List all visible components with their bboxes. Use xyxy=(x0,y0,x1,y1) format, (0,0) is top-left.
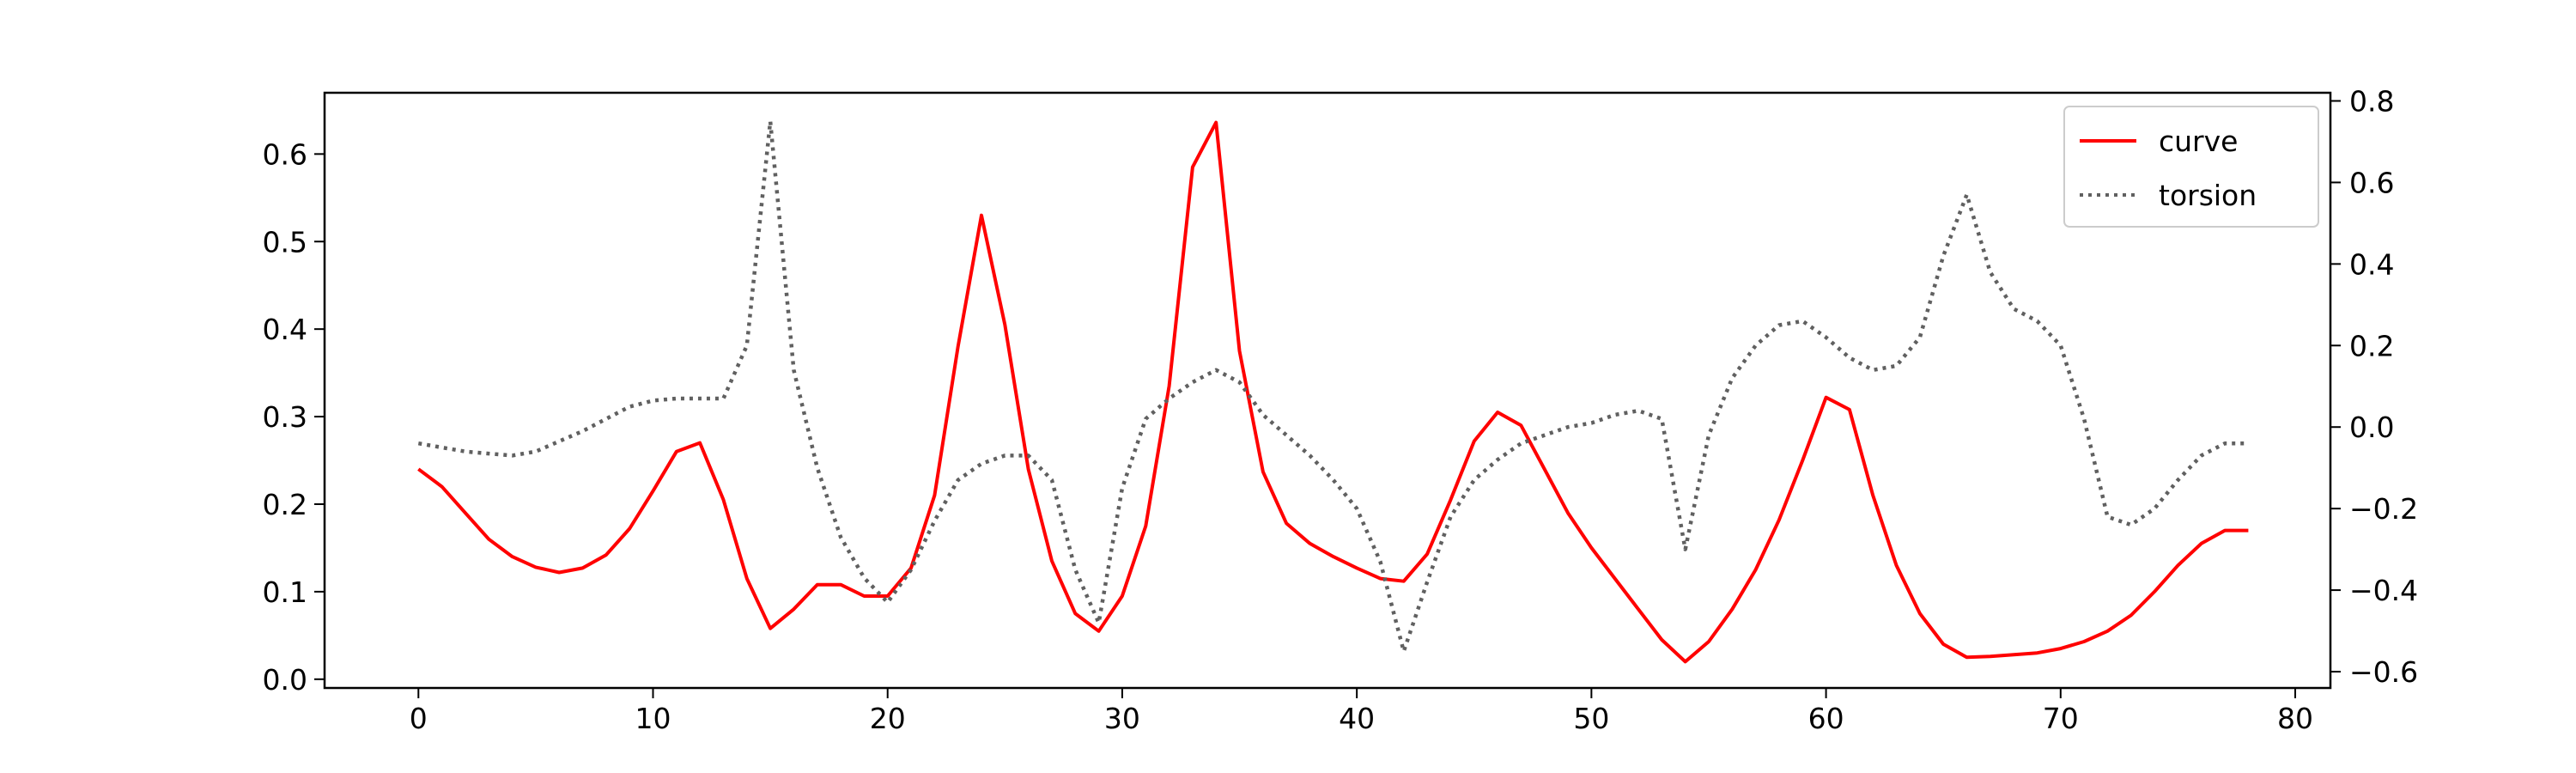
y-left-tick-label: 0.3 xyxy=(263,400,307,434)
y-right-tick-label: 0.2 xyxy=(2349,329,2394,362)
y-left-tick-label: 0.0 xyxy=(263,663,307,697)
legend-box xyxy=(2063,106,2319,228)
plot-lines xyxy=(417,119,2249,664)
y-left-tick-label: 0.1 xyxy=(263,575,307,609)
x-tick-label: 10 xyxy=(635,702,671,735)
y-right-tick-label: 0.8 xyxy=(2349,84,2394,118)
series-line-curve xyxy=(417,120,2249,664)
y-right-tick-label: −0.2 xyxy=(2349,492,2418,526)
y-left-tick-label: 0.2 xyxy=(263,488,307,521)
x-tick-label: 80 xyxy=(2277,702,2313,735)
x-tick-label: 30 xyxy=(1104,702,1140,735)
y-right-tick-label: −0.4 xyxy=(2349,574,2418,607)
x-tick-label: 20 xyxy=(870,702,906,735)
y-left-tick-label: 0.5 xyxy=(263,225,307,259)
y-left-tick-label: 0.4 xyxy=(263,313,307,346)
x-tick-label: 0 xyxy=(410,702,428,735)
x-tick-label: 40 xyxy=(1339,702,1375,735)
x-tick-label: 60 xyxy=(1808,702,1844,735)
y-right-tick-label: 0.6 xyxy=(2349,166,2394,199)
legend-label-torsion: torsion xyxy=(2159,179,2257,212)
legend-label-curve: curve xyxy=(2159,125,2238,158)
y-right-tick-label: 0.4 xyxy=(2349,247,2394,281)
x-axis: 0 10 20 30 40 50 60 70 80 xyxy=(410,688,2313,735)
y-axis-right: 0.8 0.6 0.4 0.2 0.0 −0.2 −0.4 −0.6 xyxy=(2330,84,2418,689)
plot-frame xyxy=(323,91,2332,690)
y-right-tick-label: −0.6 xyxy=(2349,655,2418,689)
y-right-tick-label: 0.0 xyxy=(2349,411,2394,444)
x-tick-label: 70 xyxy=(2043,702,2079,735)
x-tick-label: 50 xyxy=(1573,702,1609,735)
y-left-tick-label: 0.6 xyxy=(263,137,307,171)
y-axis-left: 0.0 0.1 0.2 0.3 0.4 0.5 0.6 xyxy=(263,137,325,697)
legend: curve torsion xyxy=(2063,106,2319,228)
